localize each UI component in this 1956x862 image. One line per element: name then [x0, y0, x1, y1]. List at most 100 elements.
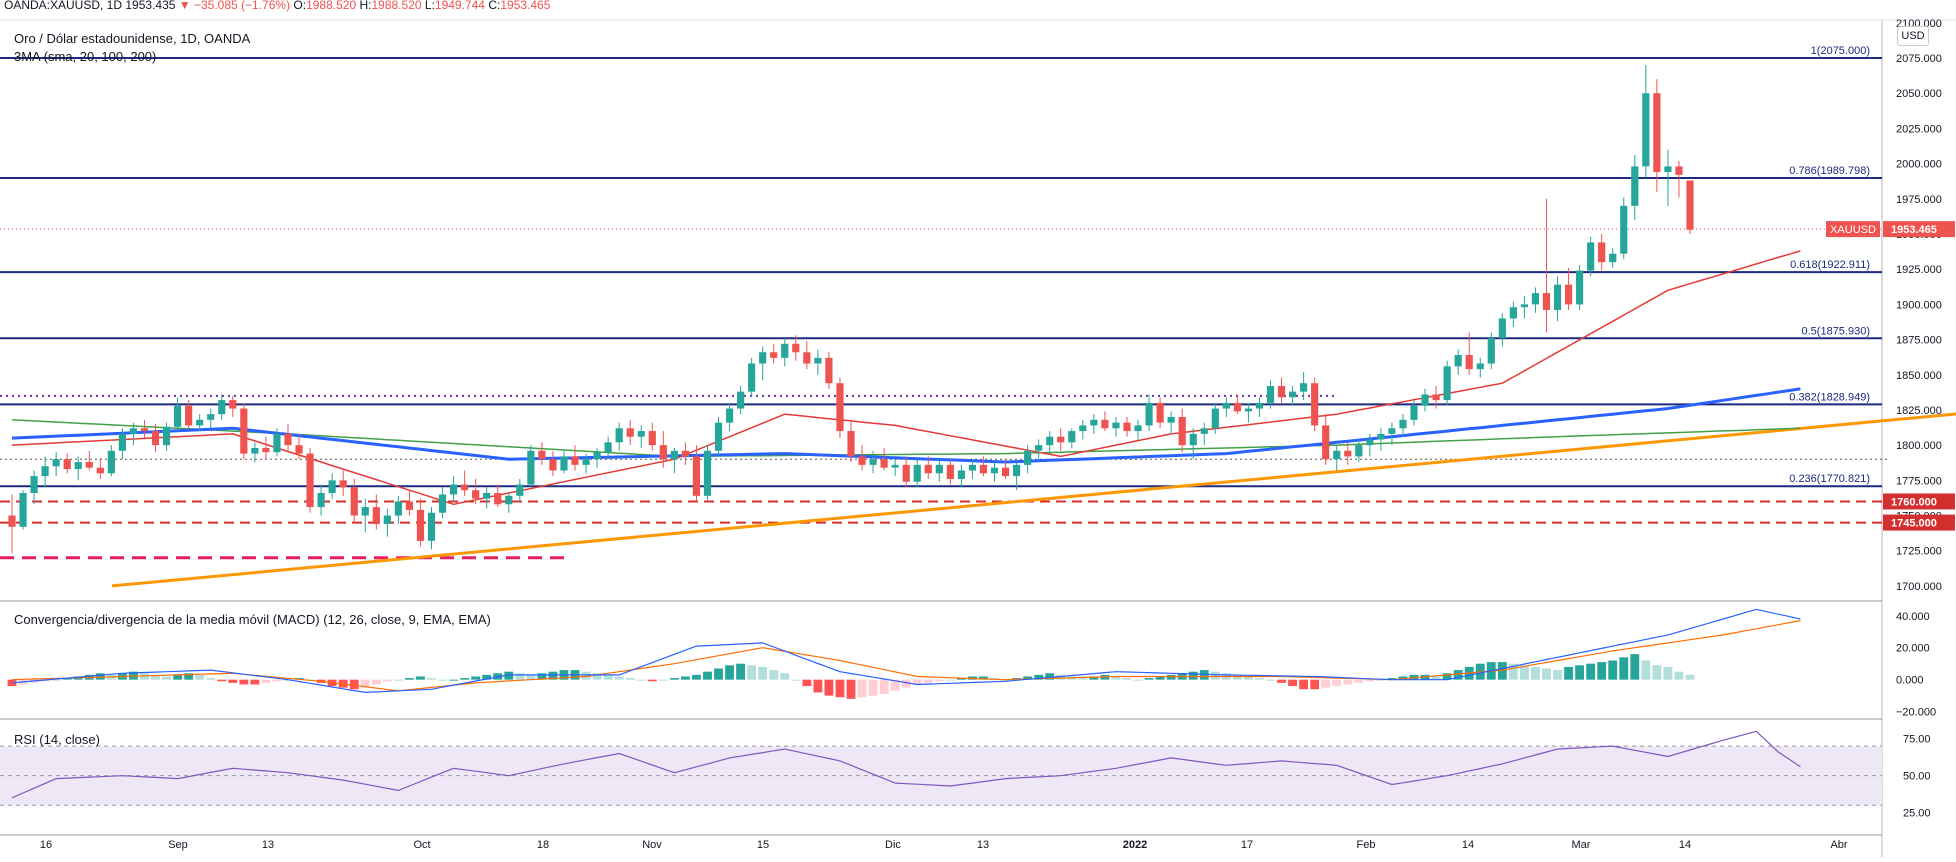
macd-histogram-bar[interactable]	[1078, 678, 1088, 680]
candle[interactable]	[1035, 445, 1043, 451]
macd-histogram-bar[interactable]	[1630, 654, 1640, 680]
macd-histogram-bar[interactable]	[890, 679, 900, 691]
macd-histogram-bar[interactable]	[791, 679, 801, 681]
candle[interactable]	[151, 431, 160, 446]
candle[interactable]	[196, 419, 204, 426]
macd-histogram-bar[interactable]	[1155, 676, 1165, 680]
macd-histogram-bar[interactable]	[1122, 678, 1132, 680]
candle[interactable]	[472, 490, 480, 499]
macd-histogram-bar[interactable]	[239, 679, 249, 685]
candle[interactable]	[516, 484, 524, 496]
macd-histogram-bar[interactable]	[1288, 679, 1297, 687]
candle[interactable]	[162, 426, 171, 446]
candle[interactable]	[1564, 284, 1573, 305]
macd-histogram-bar[interactable]	[184, 673, 194, 680]
macd-histogram-bar[interactable]	[393, 679, 403, 681]
macd-histogram-bar[interactable]	[1133, 679, 1143, 681]
candle[interactable]	[328, 480, 336, 494]
candle[interactable]	[19, 493, 27, 527]
candle[interactable]	[1465, 355, 1473, 370]
macd-histogram-bar[interactable]	[1685, 674, 1695, 680]
candle[interactable]	[759, 352, 767, 364]
macd-histogram-bar[interactable]	[1277, 679, 1286, 683]
candle[interactable]	[1542, 293, 1551, 310]
candle[interactable]	[1300, 383, 1308, 392]
macd-histogram-bar[interactable]	[581, 671, 591, 680]
candle[interactable]	[483, 493, 491, 499]
candle[interactable]	[1421, 394, 1429, 406]
candle[interactable]	[1189, 433, 1197, 446]
macd-histogram-bar[interactable]	[1244, 676, 1253, 680]
candle[interactable]	[52, 459, 60, 467]
macd-histogram-bar[interactable]	[1674, 671, 1684, 680]
candle[interactable]	[781, 343, 789, 358]
candle[interactable]	[1498, 318, 1506, 339]
macd-histogram-bar[interactable]	[1608, 660, 1618, 680]
candle[interactable]	[350, 487, 358, 516]
candle[interactable]	[681, 450, 689, 457]
last-price-badge[interactable]	[1883, 221, 1955, 238]
macd-histogram-bar[interactable]	[1321, 679, 1331, 688]
macd-histogram-bar[interactable]	[526, 674, 536, 680]
macd-histogram-bar[interactable]	[1023, 676, 1033, 680]
macd-histogram-bar[interactable]	[901, 679, 911, 688]
candle[interactable]	[803, 352, 811, 364]
candle[interactable]	[858, 456, 866, 465]
candle[interactable]	[438, 494, 447, 513]
candle[interactable]	[1410, 405, 1418, 420]
candle[interactable]	[1664, 166, 1672, 173]
macd-histogram-bar[interactable]	[405, 678, 414, 680]
macd-histogram-bar[interactable]	[460, 678, 470, 680]
macd-histogram-bar[interactable]	[802, 679, 812, 687]
macd-histogram-bar[interactable]	[647, 679, 657, 682]
macd-histogram-bar[interactable]	[1354, 679, 1364, 683]
candle[interactable]	[1333, 450, 1341, 460]
candle[interactable]	[1686, 180, 1694, 230]
macd-histogram-bar[interactable]	[1619, 657, 1629, 680]
candle[interactable]	[1222, 402, 1230, 409]
macd-histogram-bar[interactable]	[912, 679, 922, 685]
level-badge[interactable]	[1883, 493, 1955, 510]
macd-histogram-bar[interactable]	[427, 678, 436, 680]
candle[interactable]	[593, 452, 601, 460]
candle[interactable]	[648, 431, 656, 446]
macd-histogram-bar[interactable]	[95, 673, 105, 680]
macd-histogram-bar[interactable]	[1641, 660, 1651, 680]
macd-histogram-bar[interactable]	[1531, 666, 1540, 680]
candle[interactable]	[317, 493, 325, 508]
candle[interactable]	[284, 433, 292, 446]
macd-histogram-bar[interactable]	[482, 674, 492, 680]
macd-histogram-bar[interactable]	[1089, 676, 1099, 680]
symbol-label[interactable]: OANDA:XAUUSD, 1D	[4, 0, 123, 12]
macd-histogram-bar[interactable]	[504, 671, 514, 680]
candle[interactable]	[1388, 428, 1396, 434]
candle[interactable]	[262, 447, 270, 453]
candle[interactable]	[979, 464, 988, 474]
candle[interactable]	[41, 466, 49, 477]
candle[interactable]	[1178, 416, 1186, 446]
macd-histogram-bar[interactable]	[217, 679, 227, 682]
candle[interactable]	[449, 484, 458, 495]
macd-histogram-bar[interactable]	[1111, 676, 1121, 680]
candle[interactable]	[1476, 363, 1484, 370]
candle[interactable]	[405, 501, 414, 510]
macd-histogram-bar[interactable]	[1232, 674, 1242, 680]
candle[interactable]	[1156, 402, 1164, 423]
macd-histogram-bar[interactable]	[1332, 679, 1342, 687]
candle[interactable]	[372, 507, 380, 524]
macd-histogram-bar[interactable]	[813, 679, 823, 693]
macd-histogram-bar[interactable]	[1497, 662, 1507, 680]
macd-histogram-bar[interactable]	[250, 679, 260, 685]
level-badge[interactable]	[1883, 514, 1955, 531]
candle[interactable]	[107, 450, 115, 474]
macd-histogram-bar[interactable]	[658, 679, 668, 681]
candle[interactable]	[560, 456, 568, 471]
candle[interactable]	[1344, 450, 1352, 457]
candle[interactable]	[416, 509, 425, 541]
candle[interactable]	[1288, 391, 1297, 398]
candle[interactable]	[1322, 425, 1330, 460]
candle[interactable]	[825, 357, 833, 384]
candle[interactable]	[1642, 93, 1650, 167]
macd-histogram-bar[interactable]	[824, 679, 834, 696]
candle[interactable]	[1233, 402, 1241, 412]
